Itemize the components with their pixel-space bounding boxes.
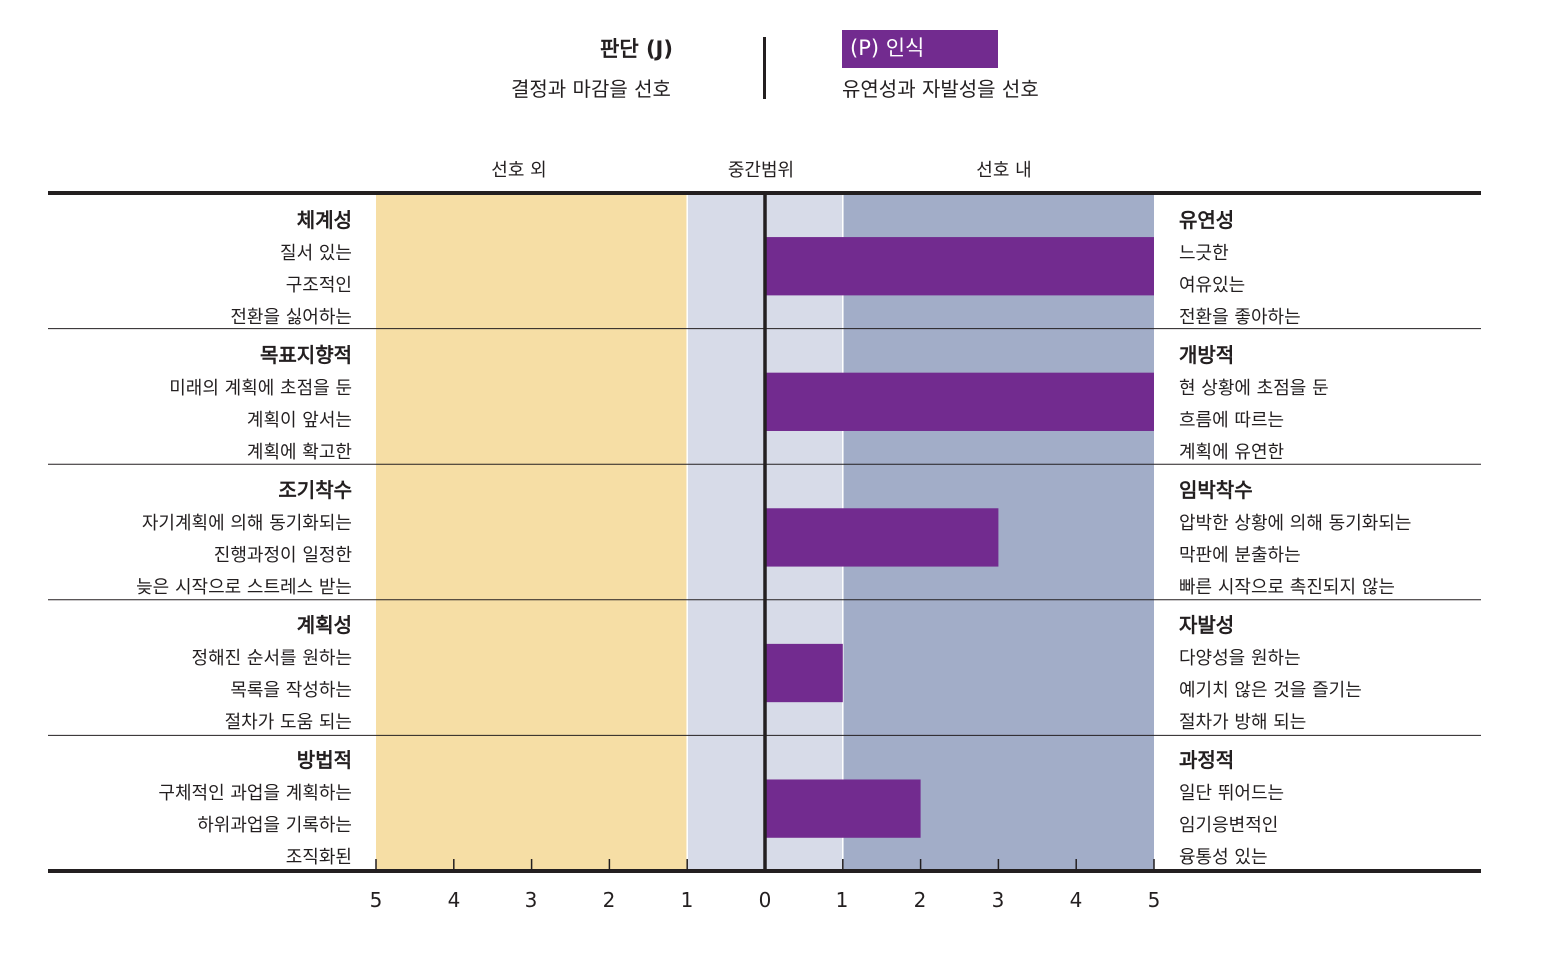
right-pole-subtitle: 유연성과 자발성을 선호 [842, 77, 1039, 101]
axis-tick-label: 4 [447, 888, 461, 912]
left-pole-title: 판단 (J) [600, 37, 673, 61]
facet-right-title: 유연성 [1179, 208, 1235, 232]
zone-out-of-preference [376, 193, 688, 871]
axis-tick-label: 2 [602, 888, 616, 912]
zone-label-mid: 중간범위 [727, 160, 795, 181]
bar-3 [765, 508, 999, 567]
facet-left-line: 질서 있는 [280, 243, 352, 264]
facet-left-line: 절차가 도움 되는 [224, 712, 352, 733]
facet-left-title: 방법적 [296, 748, 352, 772]
axis-tick-label: 3 [524, 888, 538, 912]
facet-right-line: 흐름에 따르는 [1179, 410, 1285, 431]
axis-tick-label: 5 [1147, 888, 1161, 912]
facet-right-title: 자발성 [1179, 613, 1235, 637]
facet-right-title: 과정적 [1179, 748, 1235, 772]
facet-left-line: 구체적인 과업을 계획하는 [158, 783, 352, 804]
axis-tick-label: 4 [1069, 888, 1083, 912]
left-pole-subtitle: 결정과 마감을 선호 [511, 77, 671, 101]
axis-tick-label: 1 [680, 888, 694, 912]
facet-right-line: 현 상황에 초점을 둔 [1179, 378, 1329, 399]
facet-right-text: 임박착수 압박한 상황에 의해 동기화되는 막판에 분출하는 빠른 시작으로 촉… [1179, 474, 1411, 599]
facet-right-text: 과정적 일단 뛰어드는 임기응변적인 융통성 있는 [1179, 744, 1284, 869]
facet-right-text: 자발성 다양성을 원하는 예기치 않은 것을 즐기는 절차가 방해 되는 [1179, 609, 1362, 734]
facet-right-title: 임박착수 [1179, 478, 1253, 502]
facet-right-line: 전환을 좋아하는 [1179, 307, 1301, 328]
facet-left-title: 계획성 [296, 613, 352, 637]
facet-left-title: 체계성 [296, 208, 352, 232]
facet-left-line: 미래의 계획에 초점을 둔 [169, 378, 352, 399]
zone-label-out: 선호 외 [491, 160, 547, 181]
facet-right-line: 막판에 분출하는 [1179, 545, 1301, 566]
facet-left-title: 조기착수 [278, 478, 352, 502]
axis-tick-label: 5 [369, 888, 383, 912]
header-divider [763, 37, 766, 99]
bar-4 [765, 643, 843, 703]
facet-left-line: 진행과정이 일정한 [213, 545, 352, 566]
facet-right-line: 절차가 방해 되는 [1179, 712, 1307, 733]
facet-right-text: 유연성 느긋한 여유있는 전환을 좋아하는 [1179, 204, 1301, 329]
facet-right-line: 일단 뛰어드는 [1179, 783, 1285, 804]
axis-tick-label: 3 [991, 888, 1005, 912]
facet-right-line: 압박한 상황에 의해 동기화되는 [1179, 513, 1412, 534]
facet-left-line: 계획이 앞서는 [246, 410, 352, 431]
top-rule [48, 191, 1481, 195]
axis-tick-label: 1 [835, 888, 849, 912]
facet-left-line: 계획에 확고한 [246, 442, 352, 463]
facet-left-line: 전환을 싫어하는 [230, 307, 352, 328]
zone-label-in: 선호 내 [976, 160, 1032, 181]
facet-right-title: 개방적 [1179, 343, 1235, 367]
facet-left-text: 체계성 질서 있는 구조적인 전환을 싫어하는 [230, 204, 352, 329]
facet-right-line: 융통성 있는 [1179, 847, 1268, 868]
axis-tick-label: 0 [758, 888, 772, 912]
facet-left-line: 정해진 순서를 원하는 [191, 648, 352, 669]
facet-left-line: 구조적인 [285, 275, 352, 296]
facet-left-line: 자기계획에 의해 동기화되는 [141, 513, 352, 534]
axis-tick-label: 2 [913, 888, 927, 912]
facet-right-line: 임기응변적인 [1179, 815, 1279, 836]
facet-right-line: 느긋한 [1179, 243, 1229, 264]
facet-left-text: 방법적 구체적인 과업을 계획하는 하위과업을 기록하는 조직화된 [158, 744, 352, 869]
facet-left-text: 계획성 정해진 순서를 원하는 목록을 작성하는 절차가 도움 되는 [192, 609, 352, 734]
facet-left-line: 목록을 작성하는 [230, 680, 352, 701]
facet-left-text: 조기착수 자기계획에 의해 동기화되는 진행과정이 일정한 늦은 시작으로 스트… [136, 474, 352, 599]
facet-left-title: 목표지향적 [260, 343, 352, 367]
bar-5 [765, 779, 921, 838]
facet-right-line: 예기치 않은 것을 즐기는 [1179, 680, 1362, 701]
facet-left-text: 목표지향적 미래의 계획에 초점을 둔 계획이 앞서는 계획에 확고한 [169, 339, 352, 464]
bar-2 [765, 372, 1154, 431]
facet-right-text: 개방적 현 상황에 초점을 둔 흐름에 따르는 계획에 유연한 [1179, 339, 1329, 464]
facet-right-line: 여유있는 [1179, 275, 1246, 296]
right-pole-title-badge: (P) 인식 [842, 30, 998, 68]
facet-left-line: 늦은 시작으로 스트레스 받는 [136, 577, 352, 598]
facet-right-line: 다양성을 원하는 [1179, 648, 1301, 669]
facet-right-line: 빠른 시작으로 촉진되지 않는 [1179, 577, 1395, 598]
facet-left-line: 조직화된 [285, 847, 352, 868]
bar-1 [765, 237, 1154, 296]
facet-right-line: 계획에 유연한 [1179, 442, 1285, 463]
facet-left-line: 하위과업을 기록하는 [197, 815, 352, 836]
